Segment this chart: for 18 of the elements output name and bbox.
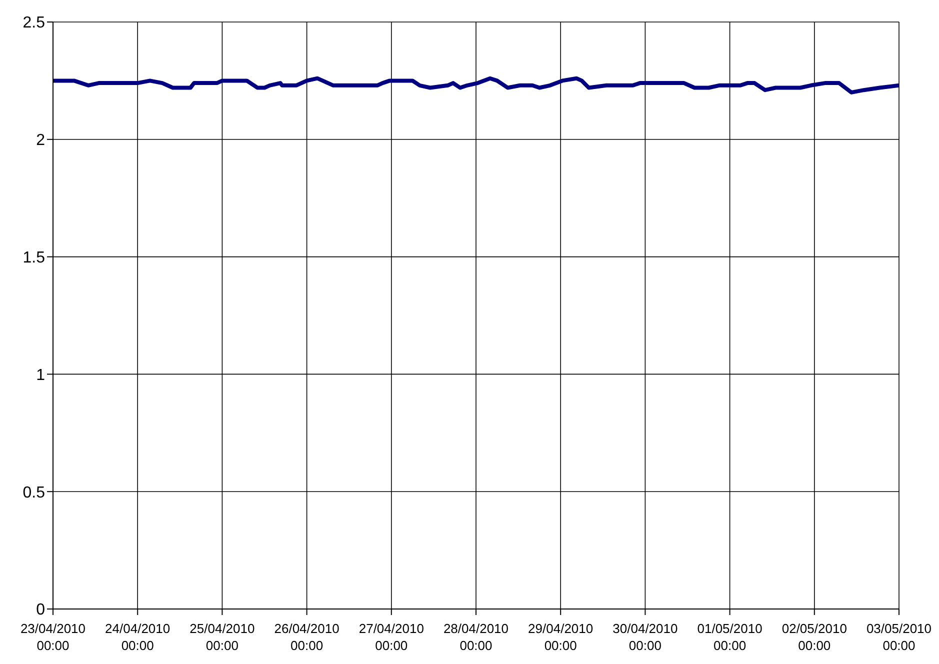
x-tick-label: 01/05/2010 00:00 (697, 621, 762, 653)
x-tick-label: 27/04/2010 00:00 (358, 621, 424, 653)
x-tick-label: 29/04/2010 00:00 (528, 621, 594, 653)
y-tick-label: 1 (36, 366, 46, 384)
x-tick-label: 30/04/2010 00:00 (612, 621, 678, 653)
x-tick-label: 24/04/2010 00:00 (105, 621, 170, 653)
y-tick-label: 2.5 (22, 14, 46, 32)
y-tick-label: 2 (36, 132, 46, 150)
x-tick-label: 26/04/2010 00:00 (274, 621, 340, 653)
y-tick-label: 0.5 (22, 484, 46, 502)
line-series (53, 76, 899, 94)
x-tick-label: 25/04/2010 00:00 (190, 621, 255, 653)
x-tick-label: 28/04/2010 00:00 (443, 621, 509, 653)
y-tick-label: 1.5 (22, 249, 46, 266)
x-tick-label: 23/04/2010 00:00 (20, 621, 86, 653)
x-tick-label: 02/05/2010 00:00 (782, 621, 847, 653)
x-tick-label: 03/05/2010 00:00 (866, 621, 932, 653)
y-tick-label: 0 (36, 602, 46, 619)
